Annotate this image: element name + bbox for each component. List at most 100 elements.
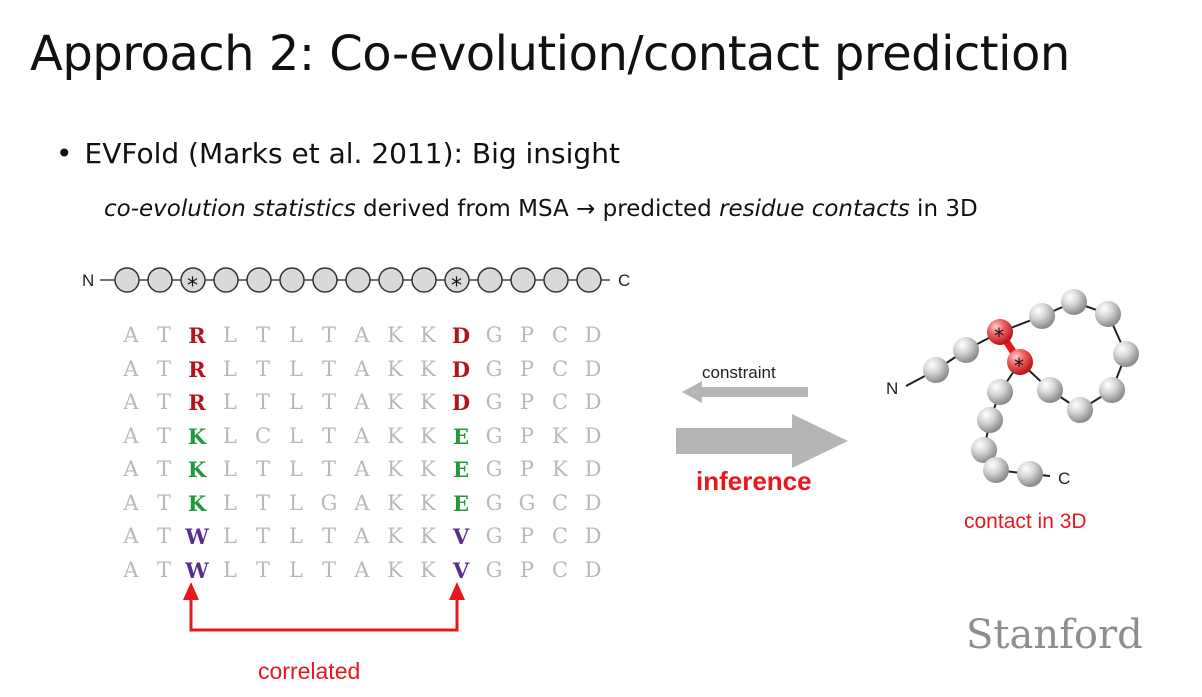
msa-residue: A (354, 390, 370, 414)
chain-1d-bead (510, 267, 536, 293)
msa-residue: L (289, 423, 303, 448)
msa-residue: W (185, 524, 209, 549)
subline-text-5: in 3D (909, 196, 978, 222)
msa-residue: T (321, 423, 336, 448)
subline-italic-4: residue contacts (719, 196, 910, 222)
msa-residue: L (223, 323, 237, 347)
structure-3d-star-1: * (994, 324, 1004, 348)
msa-residue: L (289, 557, 303, 582)
correlated-bracket (189, 598, 459, 632)
msa-residue: W (185, 557, 209, 583)
msa-residue: D (584, 323, 602, 347)
msa-residue: K (387, 323, 403, 347)
msa-residue: L (223, 457, 237, 481)
msa-residue: P (519, 557, 535, 582)
msa-residue: D (584, 457, 602, 481)
msa-residue: T (156, 323, 171, 347)
structure-3d-bead (987, 379, 1013, 405)
msa-residue: K (387, 557, 403, 582)
constraint-arrow (682, 381, 808, 403)
msa-residue: T (255, 557, 270, 582)
chain-1d: N C * * (82, 267, 630, 299)
bullet-text: EVFold (Marks et al. 2011): Big insight (84, 137, 620, 170)
msa-residue: G (485, 390, 503, 414)
subline-arrow: → (576, 196, 596, 222)
msa-residue: L (223, 490, 237, 515)
msa-residue: T (321, 557, 336, 582)
msa-residue: A (123, 457, 139, 481)
structure-3d-backbone (905, 300, 1128, 477)
correlated-label: correlated (258, 658, 361, 684)
chain-1d-bead (576, 267, 602, 293)
msa-residue: K (187, 423, 207, 449)
msa-residue: D (451, 390, 471, 415)
msa-residue: T (156, 457, 171, 481)
msa-residue: G (485, 423, 503, 448)
structure-3d-bead (1113, 341, 1139, 367)
structure-3d-star-2: * (1014, 354, 1024, 378)
msa-residue: K (420, 557, 436, 582)
msa-residue: A (123, 423, 139, 448)
msa-residue: P (519, 524, 535, 548)
msa-residue: E (452, 423, 469, 449)
msa-residue: C (254, 423, 272, 448)
msa-residue: A (123, 490, 139, 515)
msa-residue: L (289, 323, 303, 347)
msa-residue: P (519, 457, 535, 481)
chain-1d-bead (345, 267, 371, 293)
msa-residue: E (452, 490, 469, 516)
msa-residue: A (354, 423, 370, 448)
msa-residue: K (552, 423, 568, 448)
structure-3d-bead (971, 437, 997, 463)
msa-residue: K (187, 490, 207, 516)
msa-residue: D (584, 524, 602, 548)
msa-residue: T (321, 390, 336, 414)
subline-italic-1: co-evolution statistics (104, 196, 356, 222)
msa-residue: A (123, 356, 139, 381)
msa-residue: T (156, 524, 171, 548)
chain-1d-n-label: N (82, 271, 94, 290)
msa-residue: T (321, 356, 336, 381)
msa-residue: A (354, 557, 370, 582)
stanford-logo: Stanford (966, 612, 1143, 658)
msa-residue: K (420, 423, 436, 448)
msa-residue: T (156, 557, 171, 582)
chain-1d-bead (114, 267, 140, 293)
structure-3d: N C * * (886, 289, 1139, 488)
msa-residue: A (354, 457, 370, 481)
constraint-label: constraint (702, 363, 776, 382)
structure-3d-bead (983, 457, 1009, 483)
msa-residue: K (387, 490, 403, 515)
msa-residue: D (451, 323, 471, 348)
msa-residue: T (321, 457, 336, 481)
msa-residue: C (551, 390, 569, 414)
msa-residue: G (485, 457, 503, 481)
msa-residue: T (255, 356, 270, 381)
msa-residue: D (584, 390, 602, 414)
msa-residue: P (519, 423, 535, 448)
subline-text-2: derived from MSA (355, 196, 577, 222)
structure-3d-bead (1061, 289, 1087, 315)
msa-residue: K (420, 524, 436, 548)
chain-1d-star-2: * (451, 274, 462, 299)
chain-1d-c-label: C (618, 271, 630, 290)
msa-residue: P (519, 390, 535, 414)
msa-residue: T (255, 390, 270, 414)
structure-3d-bead (1029, 303, 1055, 329)
bracket-arrow-right (449, 582, 465, 600)
msa-residue: A (354, 490, 370, 515)
msa-residue: P (519, 356, 535, 381)
msa-residue: L (289, 390, 303, 414)
msa-residue: V (452, 524, 470, 549)
msa-residue: G (485, 356, 503, 381)
structure-3d-bead (1095, 301, 1121, 327)
msa-residue: D (584, 557, 602, 582)
chain-1d-bead (312, 267, 338, 293)
chain-1d-bead (180, 267, 206, 293)
msa-residue: K (387, 390, 403, 414)
msa-residue: A (123, 323, 139, 347)
contact-residue-bead (1007, 349, 1033, 375)
msa-residue: V (452, 557, 470, 583)
msa-residue: D (451, 356, 471, 382)
msa-residue: G (485, 524, 503, 548)
